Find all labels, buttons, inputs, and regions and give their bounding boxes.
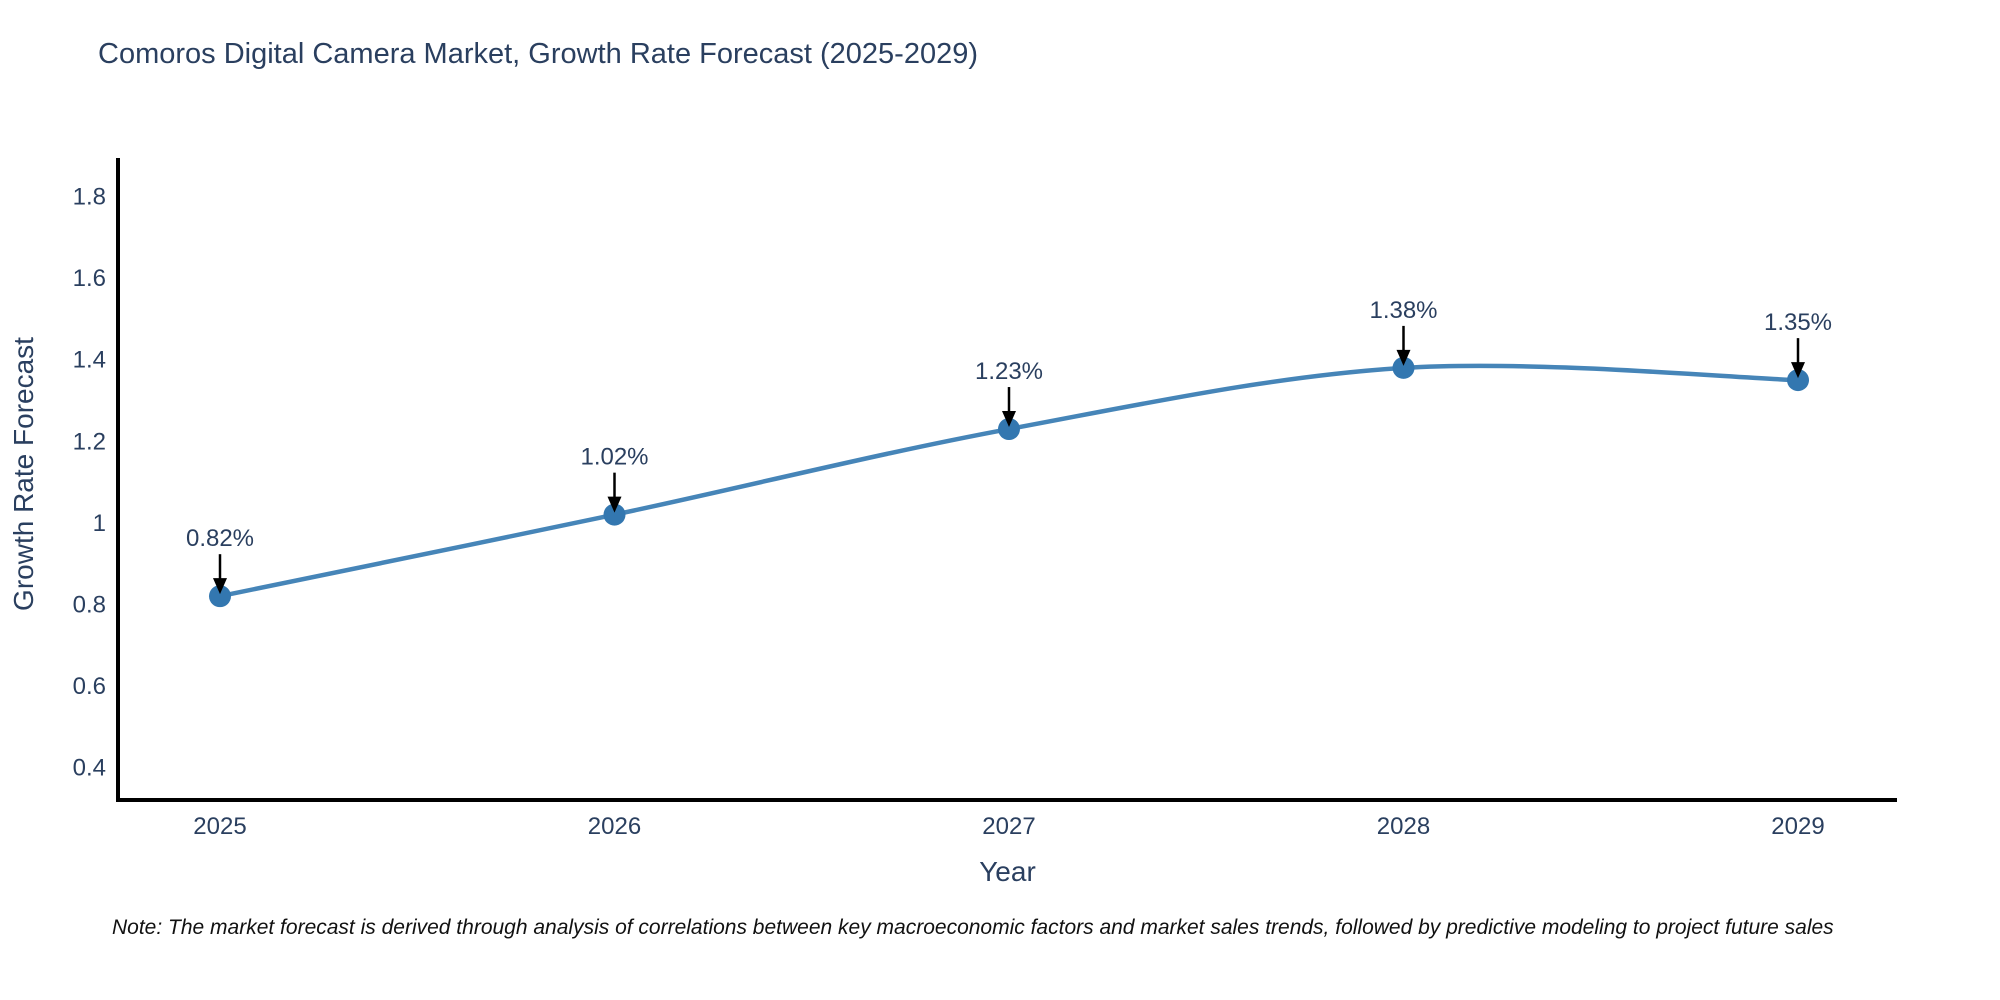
x-tick-label: 2029	[1771, 813, 1824, 840]
annotation-arrowhead-icon	[1002, 411, 1016, 428]
y-tick-label: 0.8	[73, 591, 106, 618]
annotation-arrowhead-icon	[607, 496, 622, 513]
annotation-arrowhead-icon	[213, 578, 227, 595]
data-point-2026[interactable]	[603, 503, 626, 526]
chart-title: Comoros Digital Camera Market, Growth Ra…	[98, 38, 978, 70]
y-tick-label: 1.8	[73, 184, 106, 211]
y-axis-title: Growth Rate Forecast	[8, 337, 39, 611]
point-value-label: 1.02%	[580, 444, 648, 471]
y-tick-label: 1.4	[73, 347, 106, 374]
x-axis-title: Year	[979, 856, 1036, 887]
data-point-2027[interactable]	[998, 418, 1020, 441]
y-tick-label: 1	[93, 510, 106, 537]
data-point-2028[interactable]	[1392, 356, 1415, 379]
y-tick-label: 1.6	[73, 265, 106, 292]
y-tick-label: 0.4	[73, 754, 106, 781]
annotation-arrowhead-icon	[1791, 362, 1805, 379]
point-value-label: 1.23%	[975, 358, 1043, 385]
annotation-arrowhead-icon	[1396, 349, 1411, 366]
x-tick-label: 2028	[1377, 813, 1430, 840]
point-value-label: 1.38%	[1369, 297, 1437, 324]
x-tick-label: 2025	[193, 813, 246, 840]
point-value-label: 1.35%	[1764, 309, 1832, 336]
x-tick-label: 2026	[588, 813, 641, 840]
y-tick-label: 1.2	[73, 428, 106, 455]
footnote: Note: The market forecast is derived thr…	[112, 916, 1834, 939]
y-tick-label: 0.6	[73, 673, 106, 700]
point-value-label: 0.82%	[186, 525, 254, 552]
data-point-2025[interactable]	[209, 585, 231, 608]
x-tick-label: 2027	[982, 813, 1035, 840]
data-point-2029[interactable]	[1787, 369, 1809, 392]
